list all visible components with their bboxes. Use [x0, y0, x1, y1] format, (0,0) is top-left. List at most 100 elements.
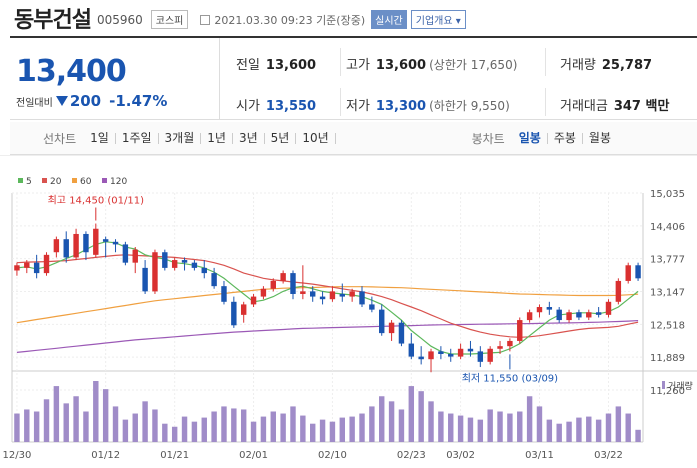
- tab-1w[interactable]: 1주일: [116, 132, 159, 144]
- candle-body: [379, 309, 385, 334]
- change-percent: -1.47%: [109, 92, 168, 110]
- candle-body: [615, 280, 622, 302]
- volume-bar: [240, 409, 247, 442]
- tab-monthly[interactable]: 월봉: [588, 131, 611, 145]
- tab-weekly[interactable]: 주봉: [548, 132, 583, 144]
- candle-body: [595, 312, 602, 315]
- company-name: 동부건설: [14, 8, 92, 33]
- candle-body: [477, 351, 484, 362]
- stat-value: 13,300: [375, 99, 427, 114]
- x-tick-label: 03/22: [594, 450, 623, 461]
- volume-bar: [250, 421, 257, 442]
- divider: [545, 88, 546, 116]
- volume-bar: [408, 386, 415, 442]
- volume-bar: [33, 411, 40, 442]
- volume-bar: [428, 401, 434, 442]
- tab-10y[interactable]: 10년: [296, 132, 336, 144]
- upper-limit: (상한가 17,650): [429, 58, 518, 72]
- volume-bar: [132, 413, 138, 442]
- candle-body: [280, 273, 286, 281]
- candle-body: [536, 307, 543, 313]
- volume-bar: [221, 406, 227, 442]
- stat-value: 347 백만: [613, 99, 670, 114]
- volume-bar: [497, 411, 503, 442]
- ma120-line: [16, 320, 639, 353]
- x-tick-label: 02/23: [397, 450, 426, 461]
- volume-bar: [566, 421, 572, 442]
- volume-bar: [487, 409, 493, 442]
- price-panel: 13,400 전일대비 200 -1.47% 전일 13,600 고가 13,6…: [10, 36, 697, 120]
- candle-body: [349, 291, 355, 297]
- tab-3y[interactable]: 3년: [233, 132, 265, 144]
- stat-label: 시가: [236, 99, 260, 114]
- tab-daily[interactable]: 일봉: [513, 132, 548, 144]
- candle-body: [309, 291, 316, 297]
- volume-bar: [112, 406, 119, 442]
- volume-bar: [83, 411, 89, 442]
- lower-limit: (하한가 9,550): [429, 99, 510, 113]
- candle-body: [319, 296, 326, 300]
- stat-prev-close: 전일 13,600: [236, 54, 316, 73]
- stock-chart[interactable]: 5 20 60 120 15,035 14,406 13,777 13,147 12,518 11…: [0, 154, 697, 468]
- high-annotation: 최고 14,450 (01/11): [48, 195, 144, 207]
- company-info-dropdown[interactable]: 기업개요 ▾: [410, 10, 466, 29]
- y-tick-label: 13,147: [650, 288, 685, 299]
- volume-bar: [586, 416, 592, 442]
- volume-bar: [339, 417, 346, 442]
- current-price-box: 13,400 전일대비 200 -1.47%: [10, 38, 220, 120]
- stat-label: 고가: [346, 58, 370, 73]
- volume-bar: [625, 413, 631, 442]
- tab-3m[interactable]: 3개월: [159, 132, 202, 144]
- candle-body: [339, 293, 346, 297]
- volume-bar: [349, 416, 355, 442]
- clock-icon: [200, 14, 211, 25]
- stat-label: 전일: [236, 58, 260, 73]
- stat-value: 25,787: [601, 58, 653, 73]
- candle-body: [181, 260, 188, 263]
- realtime-button[interactable]: 실시간: [371, 10, 407, 29]
- volume-bar: [53, 386, 60, 442]
- candle-body: [605, 301, 612, 315]
- tab-1y[interactable]: 1년: [201, 132, 233, 144]
- candle-body: [438, 351, 444, 354]
- candle-body: [250, 296, 257, 305]
- candle-body: [201, 267, 207, 274]
- candle-body: [556, 309, 562, 321]
- candle-body: [171, 260, 178, 268]
- tab-5y[interactable]: 5년: [265, 132, 297, 144]
- divider: [545, 48, 546, 76]
- legend-label: 60: [80, 177, 92, 187]
- quote-datetime: 2021.03.30 09:23 기준(장중): [214, 13, 366, 27]
- candle-body: [53, 239, 60, 253]
- candle-body: [191, 262, 198, 268]
- volume-bar: [309, 423, 316, 442]
- volume-bar: [615, 406, 622, 442]
- candle-body: [546, 307, 553, 310]
- volume-bar: [635, 429, 641, 442]
- candle-body: [398, 322, 405, 344]
- candle-body: [270, 280, 276, 289]
- candle-body: [408, 343, 415, 357]
- volume-bar: [63, 403, 69, 442]
- candle-body: [122, 244, 129, 263]
- stat-label: 저가: [346, 99, 370, 114]
- chart-toolbar: 선차트 1일 1주일 3개월 1년 3년 5년 10년 봉차트 일봉 주봉 월봉: [10, 122, 697, 155]
- candle-body: [83, 233, 89, 253]
- volume-legend-label: 거래량: [668, 380, 693, 392]
- volume-bar: [93, 381, 99, 442]
- candle-body: [300, 291, 306, 294]
- volume-bar: [526, 396, 533, 442]
- candle-body: [586, 312, 592, 318]
- candlestick-chart[interactable]: 5 20 60 120 15,035 14,406 13,777 13,147 12,518 11…: [0, 154, 697, 468]
- stat-label: 거래량: [560, 58, 596, 73]
- volume-bar: [231, 408, 237, 442]
- tab-1d[interactable]: 1일: [84, 132, 116, 144]
- candle-body: [290, 273, 296, 294]
- y-tick-label: 15,035: [650, 189, 685, 200]
- y-tick-label: 11,260: [650, 386, 685, 397]
- x-tick-label: 03/02: [446, 450, 475, 461]
- candle-body: [448, 353, 454, 357]
- candle-body: [457, 348, 464, 357]
- y-tick-label: 11,889: [650, 353, 685, 364]
- candle-body: [526, 312, 533, 321]
